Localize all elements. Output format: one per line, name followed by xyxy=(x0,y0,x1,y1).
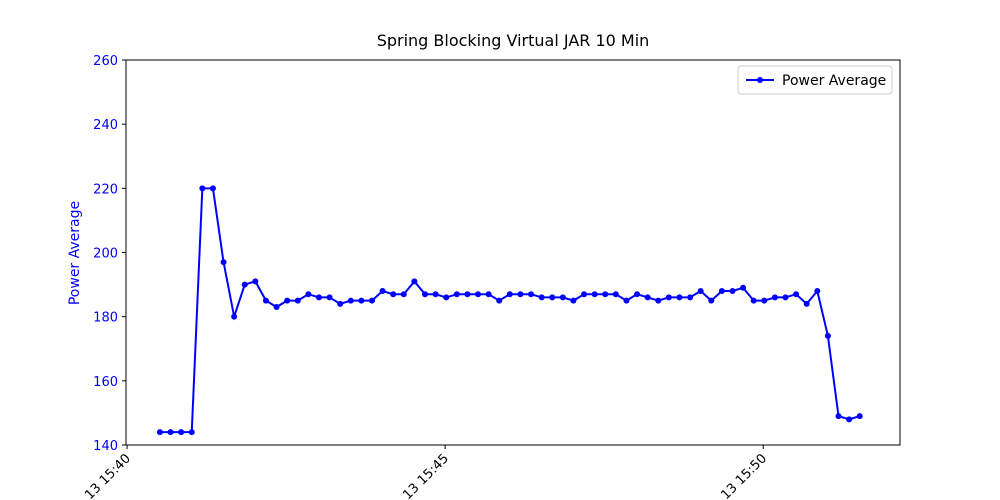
x-tick-label: 13 15:40 xyxy=(82,451,134,500)
point xyxy=(655,297,662,304)
point xyxy=(421,291,428,298)
point xyxy=(676,294,683,301)
y-tick-label: 200 xyxy=(93,247,118,262)
chart-title: Spring Blocking Virtual JAR 10 Min xyxy=(377,31,650,50)
point xyxy=(782,294,789,301)
point xyxy=(443,294,450,301)
point xyxy=(358,297,365,304)
point xyxy=(315,294,322,301)
point xyxy=(623,297,630,304)
point xyxy=(750,297,757,304)
point xyxy=(803,300,810,307)
point xyxy=(220,259,227,266)
point xyxy=(517,291,524,298)
point xyxy=(337,300,344,307)
point xyxy=(347,297,354,304)
point xyxy=(559,294,566,301)
point xyxy=(761,297,768,304)
point xyxy=(528,291,535,298)
point xyxy=(644,294,651,301)
y-tick-label: 160 xyxy=(93,375,118,390)
point xyxy=(231,313,238,320)
point xyxy=(697,288,704,294)
point xyxy=(390,291,397,298)
point xyxy=(368,297,375,304)
y-tick-label: 260 xyxy=(93,54,118,69)
point xyxy=(475,291,482,298)
point xyxy=(273,304,280,311)
point xyxy=(856,413,863,420)
point xyxy=(771,294,778,301)
point xyxy=(570,297,577,304)
point xyxy=(294,297,301,304)
point xyxy=(538,294,545,301)
point xyxy=(167,429,174,436)
y-tick-label: 180 xyxy=(93,311,118,326)
point xyxy=(634,291,641,298)
y-tick-label: 220 xyxy=(93,182,118,197)
point xyxy=(252,278,259,285)
point xyxy=(485,291,492,298)
y-axis-label: Power Average xyxy=(67,201,83,305)
point xyxy=(199,185,206,192)
point xyxy=(846,416,853,423)
point xyxy=(814,288,821,294)
y-tick-label: 240 xyxy=(93,118,118,133)
point xyxy=(284,297,291,304)
point xyxy=(305,291,312,298)
point xyxy=(793,291,800,298)
legend-label: Power Average xyxy=(782,73,886,89)
point xyxy=(581,291,588,298)
point xyxy=(209,185,216,192)
point xyxy=(411,278,418,285)
point xyxy=(156,429,163,436)
point xyxy=(178,429,185,436)
y-tick-label: 140 xyxy=(93,439,118,454)
point xyxy=(591,291,598,298)
point xyxy=(824,332,831,339)
point xyxy=(326,294,333,301)
legend-marker xyxy=(757,77,763,83)
point xyxy=(612,291,619,298)
point xyxy=(835,413,842,420)
point xyxy=(718,288,725,294)
point xyxy=(241,281,248,288)
point xyxy=(708,297,715,304)
x-tick-label: 13 15:45 xyxy=(400,451,452,500)
point xyxy=(464,291,471,298)
point xyxy=(602,291,609,298)
point xyxy=(400,291,407,298)
point xyxy=(453,291,460,298)
point xyxy=(379,288,386,294)
legend-box xyxy=(737,65,893,95)
line xyxy=(159,187,860,434)
point xyxy=(729,288,736,294)
point xyxy=(687,294,694,301)
point xyxy=(188,429,195,436)
plot-frame xyxy=(125,59,901,446)
point xyxy=(549,294,556,301)
point xyxy=(740,284,747,291)
point xyxy=(432,291,439,298)
point xyxy=(496,297,503,304)
point xyxy=(506,291,513,298)
point xyxy=(262,297,269,304)
x-tick-label: 13 15:50 xyxy=(718,451,770,500)
point xyxy=(665,294,672,301)
